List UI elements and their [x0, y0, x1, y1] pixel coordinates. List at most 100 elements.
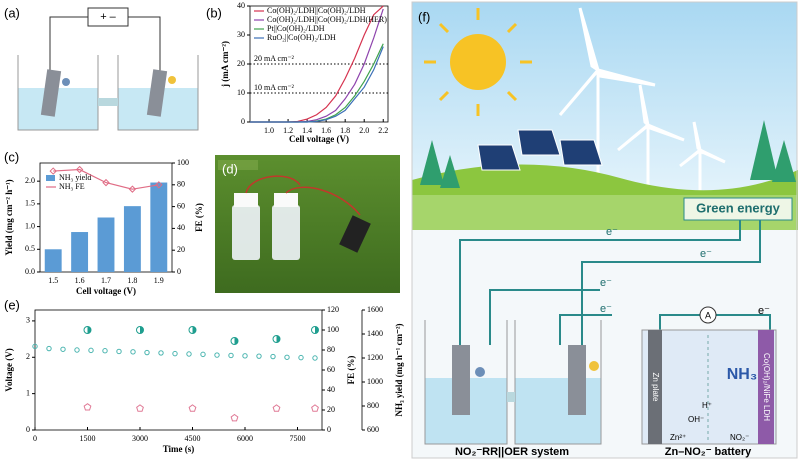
data-point [88, 347, 94, 354]
data-point-half [192, 326, 197, 334]
data-point [102, 178, 110, 187]
shape [648, 330, 662, 444]
shape [274, 193, 298, 207]
shape [699, 306, 717, 324]
data-point [116, 348, 122, 355]
y3-tick-label: 1600 [367, 305, 383, 314]
y-tick-label: 10 [237, 88, 245, 97]
panel-a: + – [17, 7, 199, 131]
data-point [270, 353, 276, 360]
y2-tick-label: 60 [177, 201, 185, 210]
shape [49, 16, 161, 80]
shape: H⁺ OH⁻Zn²⁺ NO₂⁻ [670, 401, 749, 442]
y2-tick-label: 40 [327, 385, 335, 394]
legend-label: Co(OH)₂/LDH||Co(OH)₂/LDH(HER) [267, 15, 387, 24]
shape [568, 345, 586, 415]
y-tick-label: 30 [237, 30, 245, 39]
x-axis-label: Time (s) [163, 444, 195, 454]
legend-label: RuO₂||Co(OH)₂/LDH [267, 33, 336, 42]
x-tick-label: 1.4 [302, 126, 312, 135]
shape [440, 155, 460, 188]
data-point [186, 351, 192, 357]
x-tick-label: 3000 [132, 434, 148, 443]
data-point [144, 349, 150, 356]
shape [683, 197, 793, 221]
data-point [75, 165, 84, 174]
axis-label: Voltage (V) [4, 348, 14, 391]
plot-frame [34, 309, 323, 431]
legend-label: NH₃ FE [59, 182, 85, 191]
data-point [60, 346, 66, 352]
data-point-half [234, 337, 238, 345]
shape [617, 84, 685, 152]
legend-label: Pt||Co(OH)₂/LDH [267, 24, 325, 33]
axis-label: j (mA cm⁻²) [220, 41, 230, 88]
y-tick-label: 40 [237, 1, 245, 10]
series-line [250, 46, 384, 123]
x-axis-label: Cell voltage (V) [289, 134, 349, 144]
x-tick-label: 1.9 [154, 276, 164, 285]
shape [438, 90, 450, 102]
label: + – [100, 11, 116, 23]
y-tick-label: 2.0 [25, 176, 35, 185]
label: Green energy [696, 200, 781, 215]
x-tick-label: 1.7 [101, 276, 111, 285]
shape [679, 121, 726, 168]
shape [62, 78, 70, 86]
shape [515, 378, 601, 444]
x-tick-label: 2.0 [359, 126, 369, 135]
x-tick-label: 1.6 [75, 276, 85, 285]
annotation: 20 mA cm⁻² [254, 54, 295, 63]
label: (c) [4, 149, 19, 164]
x-tick-label: 1.0 [264, 126, 274, 135]
data-point [136, 404, 144, 412]
x-tick-label: 6000 [237, 434, 253, 443]
shape [477, 144, 521, 171]
panel-d-photo: (d) [215, 155, 400, 293]
y-tick-label: 0.5 [25, 244, 35, 253]
shape [517, 129, 561, 156]
data-point [128, 185, 137, 193]
x-tick-label: 2.2 [378, 126, 388, 135]
y-tick-label: 20 [237, 59, 245, 68]
label: e⁻ [700, 248, 712, 260]
data-point-half [276, 335, 280, 343]
data-point [46, 345, 52, 352]
legend-swatch [46, 175, 55, 181]
x-tick-label: 7500 [290, 434, 306, 443]
shape [507, 392, 515, 402]
data-point [130, 349, 136, 355]
y3-tick-label: 1200 [367, 353, 383, 362]
shape [420, 120, 796, 188]
data-point [284, 354, 290, 360]
panel-f: Green energy e⁻ e⁻ e⁻ e⁻ e⁻ A Zn plate C… [411, 1, 798, 459]
label: A [705, 310, 711, 320]
y-tick-label: 2 [26, 352, 30, 361]
data-point [272, 404, 281, 412]
bar [71, 232, 89, 272]
data-point [158, 350, 164, 356]
shape [272, 205, 300, 260]
shape [559, 314, 612, 345]
label: Zn²⁺ [670, 433, 686, 442]
label: OH⁻ [688, 415, 704, 424]
data-point [256, 353, 262, 359]
x-tick-label: 1.8 [127, 276, 137, 285]
shape [558, 7, 726, 200]
shape [506, 90, 518, 102]
shape [424, 320, 602, 445]
series-line [53, 168, 159, 190]
bar [123, 206, 141, 272]
x-tick-label: 0 [33, 434, 37, 443]
y-tick-label: 0 [241, 117, 245, 126]
data-point [102, 348, 108, 354]
shape [218, 160, 258, 170]
data-point [228, 352, 234, 359]
axis-label: FE (%) [346, 356, 356, 385]
data-point [188, 404, 197, 412]
shape [459, 220, 771, 345]
label: (b) [206, 5, 222, 20]
data-point-half [87, 326, 92, 334]
y-tick-label: 0.0 [25, 267, 35, 276]
